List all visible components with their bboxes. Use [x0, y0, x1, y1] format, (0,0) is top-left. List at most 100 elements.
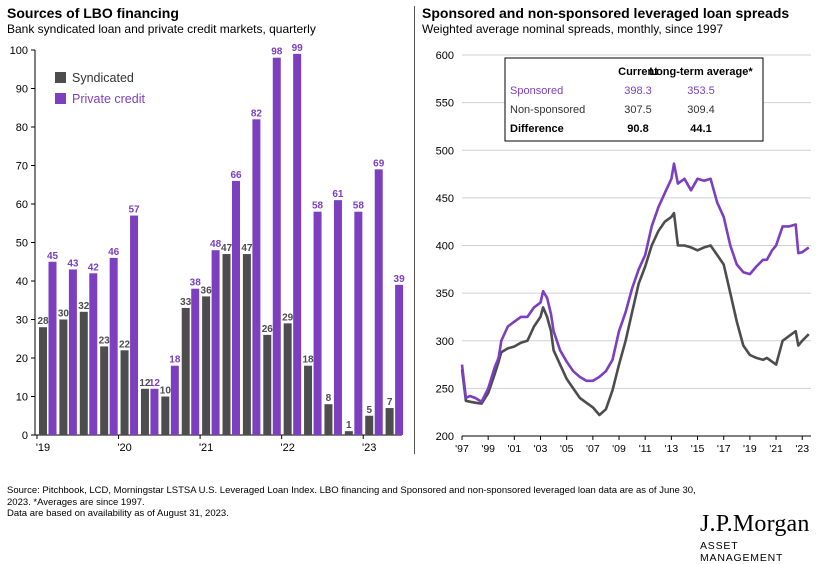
x-tick-label: '11: [639, 443, 652, 455]
syndicated-bar: [202, 296, 211, 435]
x-tick-label: '09: [612, 443, 626, 455]
private-credit-bar: [211, 250, 220, 435]
syndicated-bar: [120, 350, 129, 435]
table-row-label-difference: Difference: [510, 123, 564, 135]
private-credit-value-label: 46: [108, 247, 120, 258]
chart-divider: [414, 6, 415, 454]
syndicated-bar: [385, 408, 394, 435]
syndicated-value-label: 47: [221, 243, 233, 254]
syndicated-bar: [140, 388, 149, 435]
table-average-difference: 44.1: [690, 123, 711, 135]
y-tick-label: 0: [22, 430, 28, 442]
private-credit-bar: [170, 365, 179, 435]
logo-name: J.P.Morgan: [700, 511, 810, 537]
syndicated-bar: [79, 311, 88, 435]
x-tick-label: '20: [117, 442, 131, 454]
private-credit-value-label: 42: [88, 262, 100, 273]
lbo-financing-bar-chart: 0 10 20 30 40 50 60 70 80 90 100 '19 '20 '21 '22 '23 28 3…: [10, 43, 405, 454]
private-credit-value-label: 61: [332, 189, 344, 200]
syndicated-bar: [324, 404, 333, 435]
x-tick-label: '01: [507, 443, 521, 455]
private-credit-bar: [191, 288, 200, 435]
x-tick-label: '05: [560, 443, 574, 455]
syndicated-value-label: 22: [119, 339, 131, 350]
private-credit-bar: [150, 388, 159, 435]
syndicated-value-label: 8: [326, 393, 332, 404]
syndicated-bar: [222, 254, 231, 435]
y-tick-label: 90: [16, 84, 28, 96]
table-row-label-sponsored: Sponsored: [510, 85, 563, 97]
syndicated-bar: [304, 365, 313, 435]
table-current-non-sponsored: 307.5: [624, 104, 652, 116]
stats-table-box: [504, 57, 764, 142]
syndicated-value-label: 47: [241, 243, 253, 254]
y-tick-label: 10: [16, 392, 28, 404]
syndicated-value-label: 23: [99, 335, 111, 346]
y-tick-label: 550: [436, 98, 454, 110]
syndicated-bar: [344, 431, 353, 435]
source-text: Source: Pitchbook, LCD, Morningstar LSTS…: [7, 485, 696, 508]
private-credit-bar: [333, 200, 342, 435]
syndicated-value-label: 1: [346, 420, 352, 431]
syndicated-value-label: 26: [262, 324, 274, 335]
non-sponsored-series-line: [460, 211, 810, 417]
table-average-sponsored: 353.5: [687, 85, 715, 97]
private-credit-value-label: 82: [251, 108, 263, 119]
syndicated-value-label: 29: [282, 312, 294, 323]
private-credit-bar: [68, 269, 77, 435]
private-credit-value-label: 69: [373, 158, 385, 169]
table-row-label-non-sponsored: Non-sponsored: [510, 104, 585, 116]
y-tick-label: 40: [16, 276, 28, 288]
y-tick-label: 100: [10, 45, 28, 57]
y-tick-label: 60: [16, 199, 28, 211]
private-credit-bar: [109, 257, 118, 435]
private-credit-bar: [293, 53, 302, 435]
left-chart-title: Sources of LBO financing: [7, 5, 179, 21]
source-note: Source: Pitchbook, LCD, Morningstar LSTS…: [7, 485, 697, 520]
y-tick-label: 250: [436, 383, 454, 395]
x-tick-label: '03: [534, 443, 548, 455]
x-tick-label: '19: [743, 443, 757, 455]
private-credit-value-label: 18: [169, 355, 181, 366]
syndicated-legend-swatch: [55, 72, 66, 83]
syndicated-value-label: 5: [366, 405, 372, 416]
syndicated-bar: [39, 327, 47, 435]
syndicated-legend-label: Syndicated: [72, 71, 134, 85]
y-tick-label: 600: [436, 50, 454, 62]
x-tick-label: '22: [280, 442, 294, 454]
private-credit-bar: [272, 57, 281, 435]
x-tick-label: '23: [362, 442, 376, 454]
source-text-availability: Data are based on availability as of Aug…: [7, 508, 229, 519]
x-tick-label: '15: [691, 443, 705, 455]
private-credit-value-label: 12: [149, 378, 161, 389]
private-credit-bar: [374, 169, 383, 435]
x-tick-label: '07: [586, 443, 600, 455]
private-credit-bar: [232, 180, 240, 435]
private-credit-value-label: 45: [47, 251, 59, 262]
private-credit-value-label: 66: [230, 170, 242, 181]
jpmorgan-logo: J.P.Morgan ASSET MANAGEMENT: [700, 511, 825, 564]
y-tick-label: 350: [436, 288, 454, 300]
syndicated-value-label: 30: [58, 309, 70, 320]
private-credit-bar: [395, 284, 404, 435]
x-tick-label: '99: [481, 443, 495, 455]
private-credit-value-label: 48: [210, 239, 222, 250]
x-tick-label: '23: [795, 443, 809, 455]
private-credit-value-label: 57: [128, 205, 140, 216]
syndicated-value-label: 18: [302, 355, 314, 366]
loan-spreads-line-chart: 200 250 300 350 400 450 500 550 600 '97 '99 '01 '03 '…: [436, 50, 811, 455]
logo-subtitle: ASSET MANAGEMENT: [700, 540, 784, 564]
syndicated-bar: [181, 307, 190, 435]
y-tick-label: 50: [16, 238, 28, 250]
syndicated-value-label: 36: [201, 285, 213, 296]
syndicated-bar: [100, 346, 109, 435]
syndicated-value-label: 28: [37, 316, 49, 327]
syndicated-value-label: 12: [139, 378, 151, 389]
syndicated-value-label: 32: [78, 301, 90, 312]
x-tick-label: '19: [36, 442, 50, 454]
private-credit-value-label: 99: [292, 43, 304, 54]
private-credit-value-label: 38: [190, 278, 202, 289]
private-credit-legend-label: Private credit: [72, 92, 145, 106]
syndicated-bar: [161, 396, 170, 435]
syndicated-bar: [365, 415, 374, 435]
